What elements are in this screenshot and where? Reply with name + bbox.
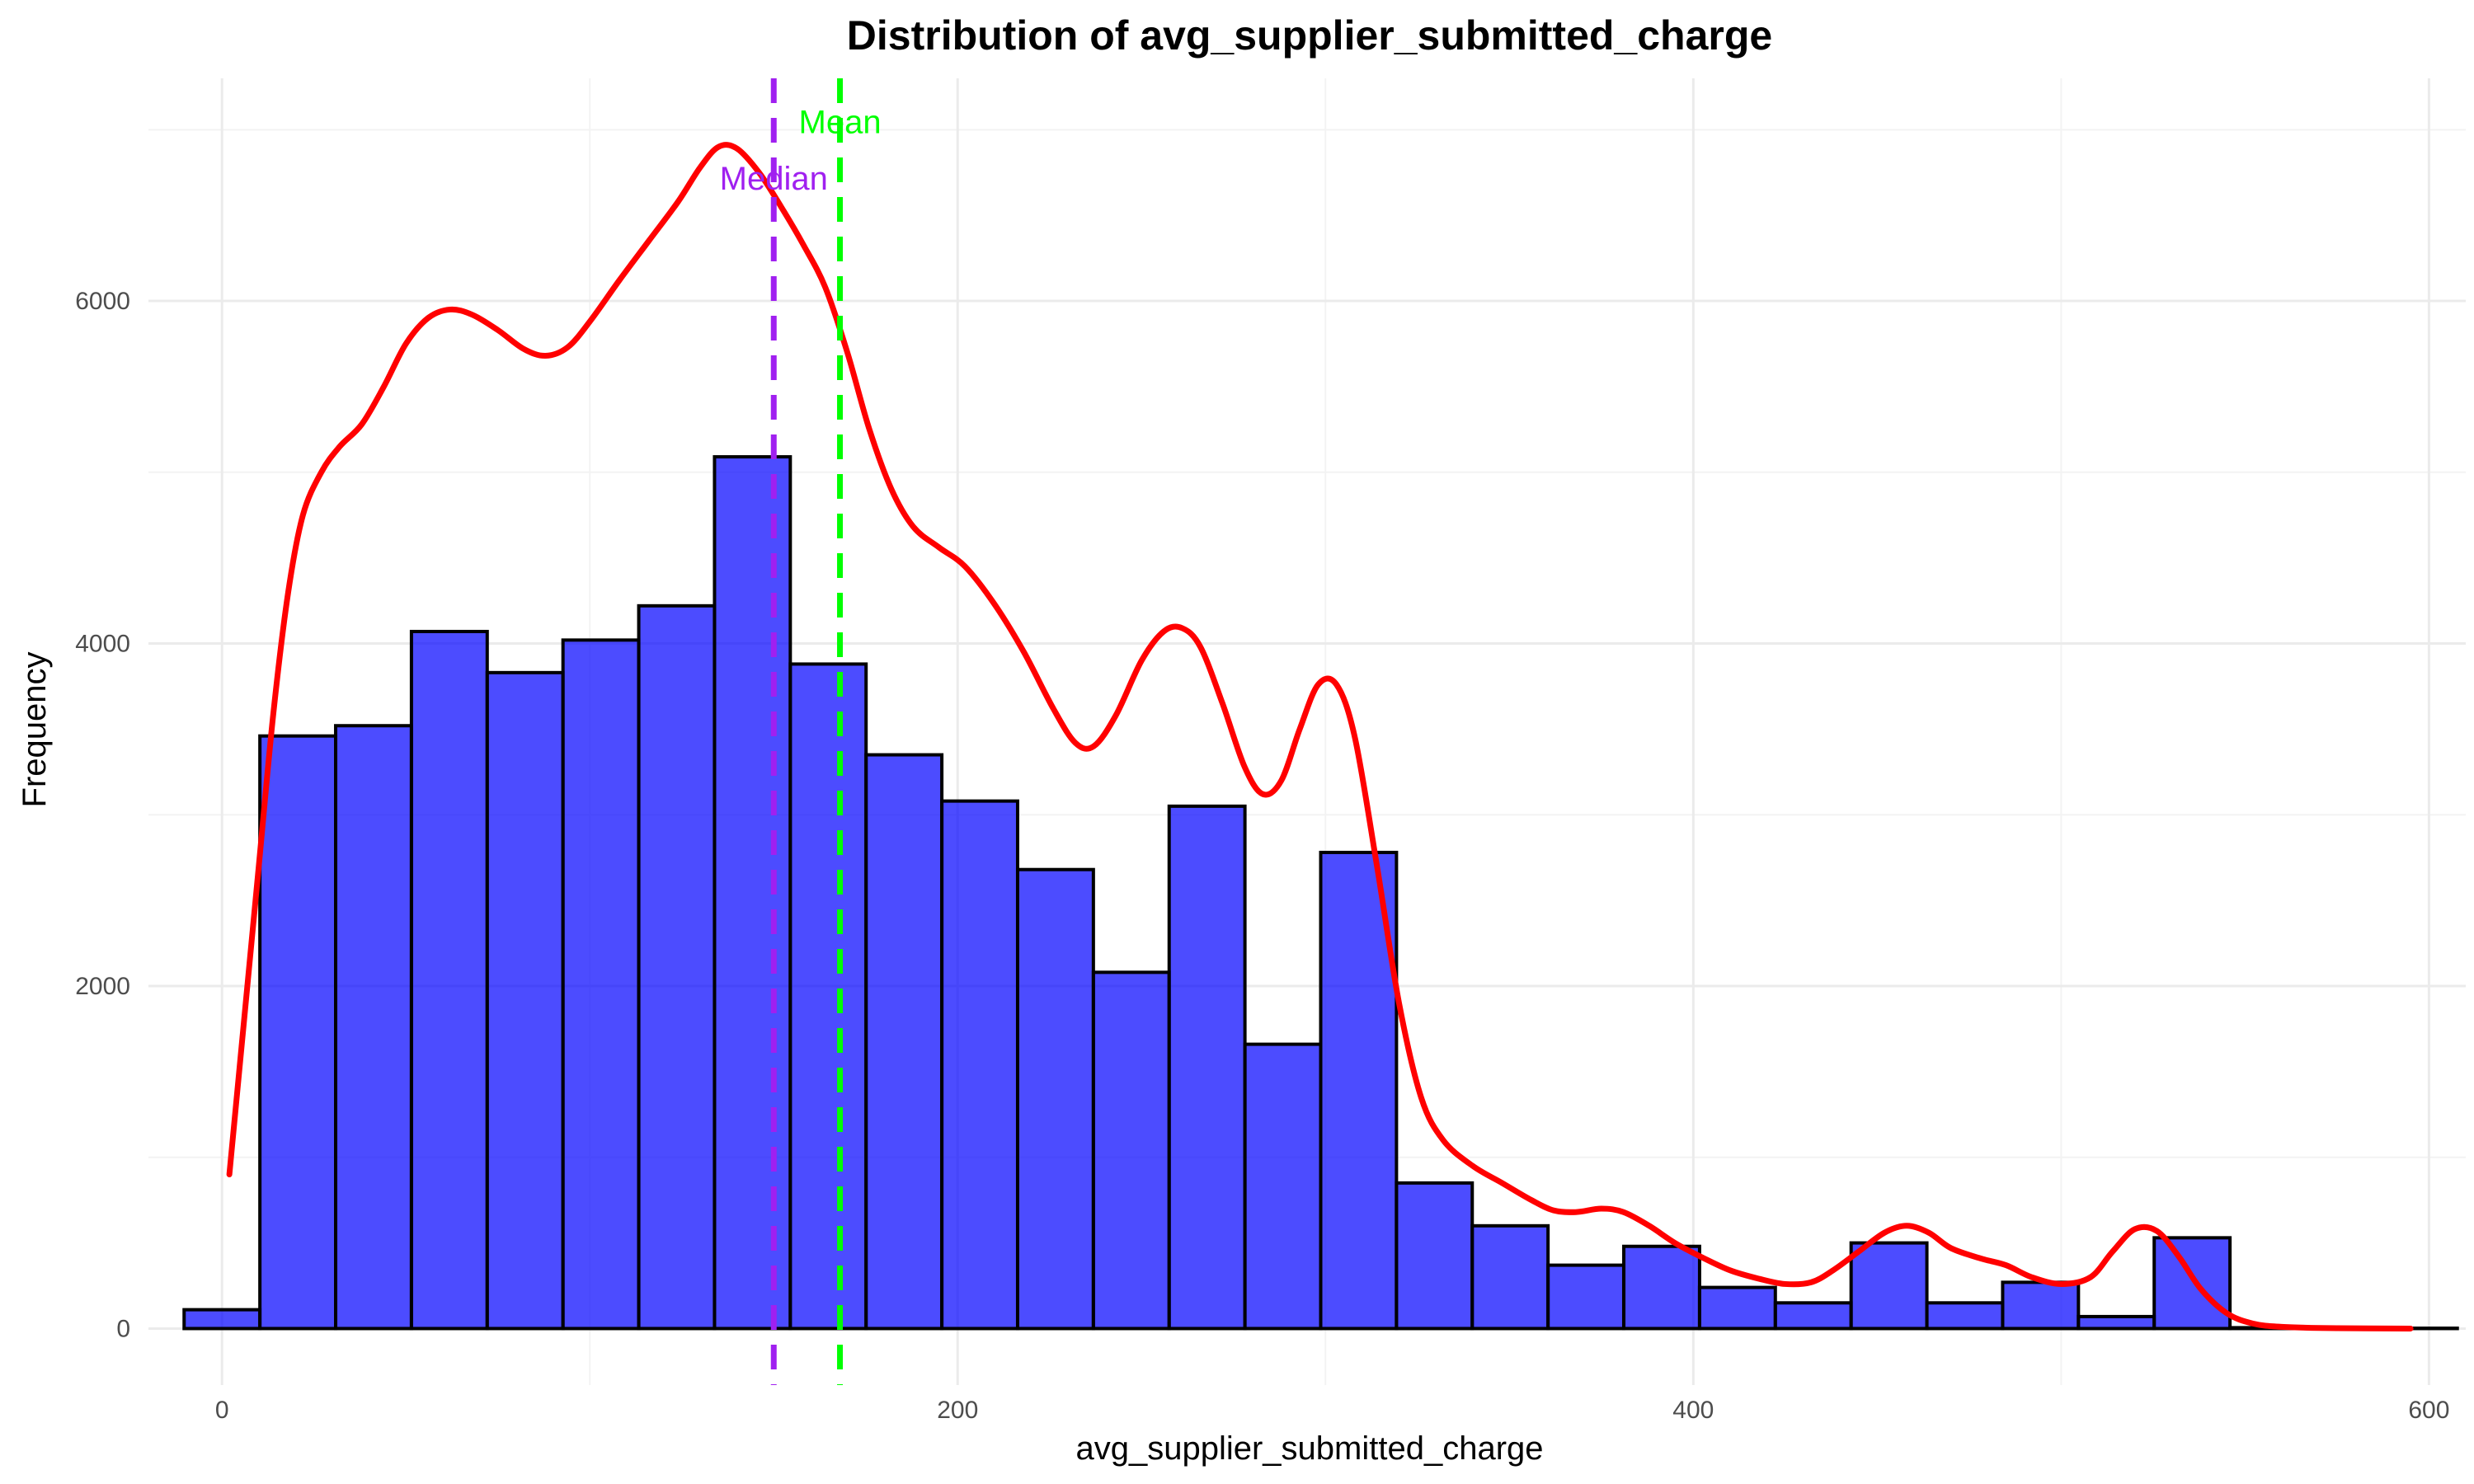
- x-tick-label: 0: [215, 1397, 229, 1424]
- histogram-bar-7: [637, 603, 717, 1331]
- histogram-bar-25: [2001, 1280, 2081, 1331]
- histogram-bar-23: [1849, 1241, 1929, 1331]
- chart-title: Distribution of avg_supplier_submitted_c…: [847, 12, 1772, 59]
- y-axis-label: Frequency: [16, 652, 53, 808]
- density-curve: [226, 142, 2414, 1331]
- histogram-bar-10: [864, 753, 944, 1331]
- histogram-bar-24: [1925, 1301, 2005, 1331]
- x-tick-label: 200: [937, 1397, 978, 1424]
- histogram-bar-13: [1091, 970, 1171, 1331]
- y-tick-label: 0: [116, 1315, 130, 1342]
- histogram-bar-4: [409, 629, 489, 1331]
- histogram-bar-14: [1167, 804, 1247, 1331]
- histogram-bar-26: [2077, 1314, 2157, 1331]
- y-tick-label: 4000: [75, 631, 130, 658]
- x-tick-label: 600: [2408, 1397, 2449, 1424]
- histogram-bar-16: [1319, 850, 1399, 1331]
- x-tick-label: 400: [1672, 1397, 1714, 1424]
- histogram-bar-12: [1015, 867, 1095, 1331]
- histogram-bar-9: [788, 662, 868, 1331]
- y-tick-label: 6000: [75, 288, 130, 315]
- histogram-bar-27: [2152, 1236, 2232, 1331]
- histogram-bar-6: [561, 638, 641, 1331]
- histogram-bar-22: [1773, 1301, 1853, 1331]
- histogram-bar-3: [334, 724, 413, 1331]
- histogram-bar-19: [1546, 1263, 1626, 1331]
- histogram-bar-20: [1622, 1244, 1701, 1331]
- histogram-bar-8: [713, 455, 793, 1331]
- reference-lines: Median Mean: [720, 78, 882, 1385]
- histogram-bar-5: [485, 670, 565, 1331]
- histogram-bar-1: [182, 1308, 262, 1331]
- histogram-bar-11: [940, 799, 1019, 1331]
- mean-label: Mean: [799, 104, 882, 140]
- histogram-bar-15: [1243, 1042, 1323, 1331]
- median-label: Median: [720, 161, 828, 197]
- histogram-bar-17: [1395, 1181, 1475, 1331]
- histogram-bar-18: [1470, 1223, 1550, 1331]
- y-tick-label: 2000: [75, 973, 130, 1000]
- x-axis-label: avg_supplier_submitted_charge: [1075, 1430, 1543, 1467]
- histogram-bars: [182, 455, 2459, 1331]
- histogram-bar-21: [1697, 1285, 1777, 1331]
- histogram-bar-2: [258, 734, 338, 1331]
- density-curve-layer: [226, 142, 2414, 1331]
